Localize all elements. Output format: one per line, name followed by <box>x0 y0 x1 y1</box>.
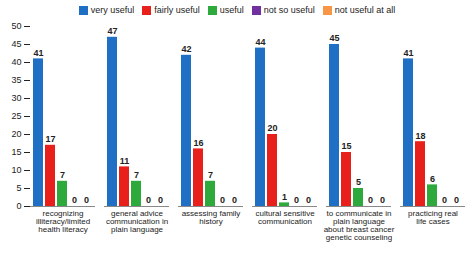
svg-text:cultural sensitivecommunicatio: cultural sensitivecommunication <box>255 209 315 226</box>
svg-text:6: 6 <box>430 174 435 184</box>
svg-text:42: 42 <box>181 44 191 54</box>
svg-text:0: 0 <box>16 201 21 211</box>
html-text:very useful: very useful <box>90 4 135 15</box>
svg-text:assessing familyhistory: assessing familyhistory <box>182 209 241 226</box>
svg-text:0: 0 <box>442 195 447 205</box>
svg-text:general advicecommunication in: general advicecommunication inplain lang… <box>106 209 168 234</box>
svg-text:15: 15 <box>11 147 21 157</box>
svg-text:10: 10 <box>11 165 21 175</box>
svg-text:7: 7 <box>208 170 213 180</box>
svg-text:17: 17 <box>45 134 55 144</box>
svg-text:0: 0 <box>146 195 151 205</box>
svg-text:30: 30 <box>11 93 21 103</box>
svg-text:recognizingilliteracy/limitedh: recognizingilliteracy/limitedhealth lite… <box>36 209 90 234</box>
html-text:fairly useful: fairly useful <box>154 4 200 15</box>
html-text:useful: useful <box>219 4 244 15</box>
svg-text:45: 45 <box>11 39 21 49</box>
svg-text:40: 40 <box>11 57 21 67</box>
svg-text:0: 0 <box>72 195 77 205</box>
svg-text:0: 0 <box>454 195 459 205</box>
svg-text:0: 0 <box>232 195 237 205</box>
svg-text:18: 18 <box>415 131 425 141</box>
html-text:not useful at all: not useful at all <box>334 4 396 15</box>
svg-text:0: 0 <box>294 195 299 205</box>
svg-text:practicing reallife cases: practicing reallife cases <box>408 209 458 226</box>
svg-text:0: 0 <box>368 195 373 205</box>
svg-text:0: 0 <box>380 195 385 205</box>
svg-text:20: 20 <box>11 129 21 139</box>
svg-text:47: 47 <box>107 26 117 36</box>
svg-text:41: 41 <box>403 48 413 58</box>
svg-text:5: 5 <box>356 177 361 187</box>
svg-text:5: 5 <box>16 183 21 193</box>
svg-text:0: 0 <box>306 195 311 205</box>
svg-text:0: 0 <box>220 195 225 205</box>
svg-text:11: 11 <box>120 156 130 166</box>
svg-text:20: 20 <box>267 123 277 133</box>
svg-text:15: 15 <box>341 141 351 151</box>
svg-text:0: 0 <box>158 195 163 205</box>
svg-text:7: 7 <box>60 170 65 180</box>
svg-text:44: 44 <box>255 37 265 47</box>
svg-text:41: 41 <box>33 48 43 58</box>
svg-text:0: 0 <box>84 195 89 205</box>
svg-text:16: 16 <box>193 138 203 148</box>
html-text:not so useful: not so useful <box>263 4 315 15</box>
svg-text:7: 7 <box>134 170 139 180</box>
svg-text:25: 25 <box>11 111 21 121</box>
svg-text:to communicate inplain languag: to communicate inplain languageabout bre… <box>324 209 395 242</box>
svg-text:45: 45 <box>329 33 339 43</box>
svg-text:50: 50 <box>11 21 21 31</box>
svg-text:1: 1 <box>282 192 287 202</box>
svg-text:35: 35 <box>11 75 21 85</box>
